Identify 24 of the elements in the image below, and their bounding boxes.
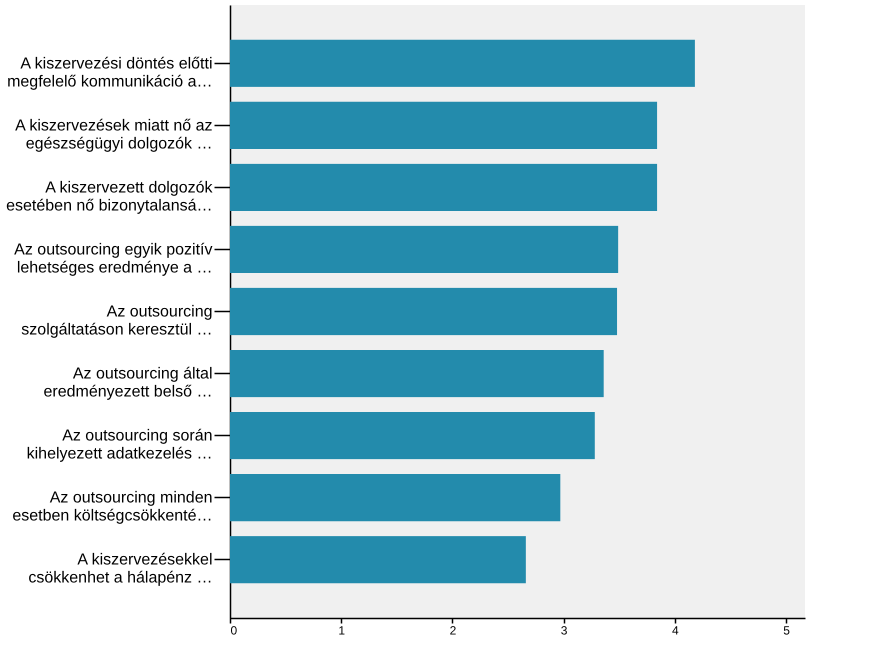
x-tick-label: 3 <box>560 624 568 638</box>
bar <box>230 164 658 211</box>
bar <box>230 350 604 398</box>
y-tick-label: A kiszervezések miatt nő az egészségügyi dolgozók … <box>15 117 212 152</box>
bar <box>230 288 618 336</box>
bar <box>230 102 658 149</box>
y-tick-label: A kiszervezési döntés előtti megfelelő kommunikáció a… <box>7 55 212 90</box>
y-tick-label: Az outsourcing minden esetben költségcsökkenté… <box>12 490 212 525</box>
y-tick-label: A kiszervezett dolgozók esetében nő bizonytalansá… <box>6 179 214 214</box>
bar <box>230 536 526 584</box>
y-tick-label: Az outsourcing egyik pozitív lehetséges eredménye a … <box>14 241 212 276</box>
bar <box>230 226 618 274</box>
x-tick-label: 5 <box>783 624 790 638</box>
bar <box>230 40 695 87</box>
y-tick-label: Az outsourcing során kihelyezett adatkezelés … <box>26 428 212 463</box>
bar <box>230 474 560 522</box>
x-tick-label: 2 <box>450 624 457 638</box>
x-tick-label: 4 <box>672 624 680 638</box>
x-tick-label: 0 <box>230 624 238 638</box>
y-tick-label: Az outsourcing által eredményezett belső … <box>44 366 212 401</box>
y-tick-label: A kiszervezésekkel csökkenhet a hálapénz … <box>28 552 212 587</box>
x-tick-label: 1 <box>338 624 346 638</box>
y-tick-label: Az outsourcing szolgáltatáson keresztül … <box>21 304 212 338</box>
bar <box>230 412 595 460</box>
